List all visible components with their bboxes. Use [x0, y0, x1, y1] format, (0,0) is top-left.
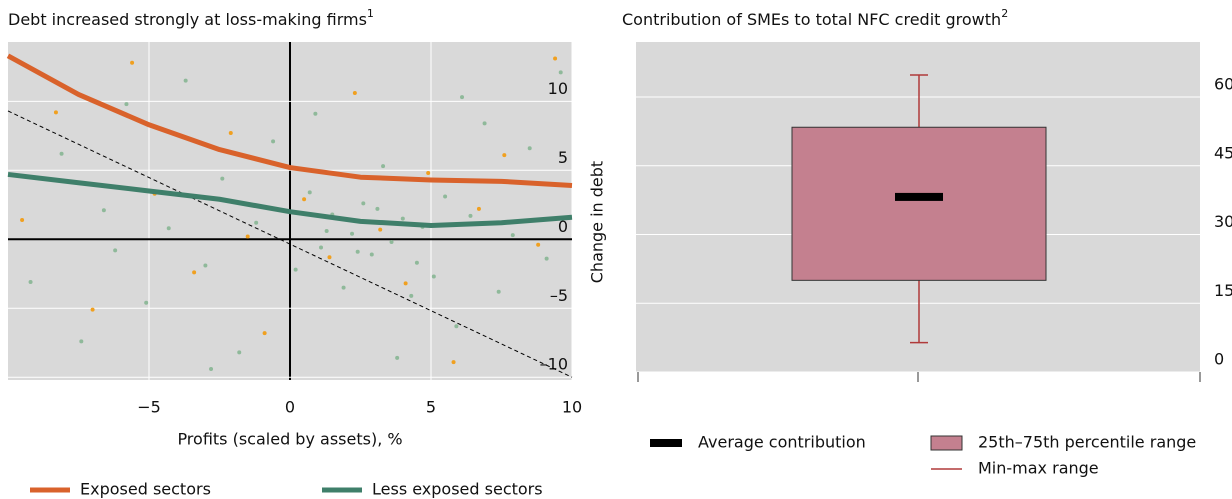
point	[271, 139, 276, 144]
point	[20, 217, 25, 222]
chart-title: Debt increased strongly at loss-making f…	[8, 7, 374, 29]
point	[482, 121, 487, 126]
point	[209, 366, 214, 371]
point	[350, 231, 355, 236]
legend-label: Average contribution	[698, 433, 866, 452]
y-tick-label: 10	[548, 79, 568, 98]
point	[395, 355, 400, 360]
point	[124, 102, 129, 107]
point	[254, 220, 259, 225]
point	[144, 300, 149, 305]
line	[7, 171, 573, 228]
title-note: 2	[1001, 7, 1008, 20]
title-note: 1	[367, 7, 374, 20]
line	[6, 53, 573, 188]
y-tick-label: –5	[550, 286, 568, 305]
point	[381, 164, 386, 169]
layer: −5 0 5 10 10 5 0 –5 –10 Exposed sectors Less expos…	[6, 42, 1232, 499]
point	[59, 151, 64, 156]
y-tick-label: 15	[1214, 281, 1232, 300]
legend-label: Exposed sectors	[80, 480, 211, 499]
point	[166, 226, 171, 231]
point	[361, 201, 366, 206]
point	[319, 245, 324, 250]
x-tick-label: 0	[285, 398, 295, 417]
point	[228, 131, 233, 136]
title-text: Debt increased strongly at loss-making f…	[8, 10, 367, 29]
point	[113, 248, 118, 253]
point	[183, 78, 188, 83]
point	[389, 240, 394, 245]
point	[237, 350, 242, 355]
legend-swatch	[930, 435, 963, 451]
point	[558, 70, 563, 75]
point	[443, 194, 448, 199]
point	[502, 153, 507, 158]
legend-label: Less exposed sectors	[372, 480, 543, 499]
point	[496, 289, 501, 294]
point	[90, 307, 95, 312]
point	[527, 146, 532, 151]
point	[352, 91, 357, 96]
point	[553, 56, 558, 61]
point	[355, 249, 360, 254]
reference-line	[7, 110, 573, 378]
point	[313, 111, 318, 116]
point	[130, 60, 135, 65]
x-axis-label: Profits (scaled by assets), %	[177, 430, 402, 449]
point	[510, 233, 515, 238]
point	[414, 260, 419, 265]
point	[400, 216, 405, 221]
point	[53, 110, 58, 115]
mean-marker	[895, 192, 943, 201]
point	[302, 197, 307, 202]
title-text: Contribution of SMEs to total NFC credit…	[622, 10, 1001, 29]
x-tick-label: −5	[137, 398, 161, 417]
point	[369, 252, 374, 257]
y-tick-label: 5	[558, 148, 568, 167]
chart-title: Contribution of SMEs to total NFC credit…	[622, 7, 1008, 29]
point	[544, 256, 549, 261]
point	[426, 171, 431, 176]
point	[79, 339, 84, 344]
point	[375, 206, 380, 211]
legend-label: 25th–75th percentile range	[978, 433, 1196, 452]
point	[536, 242, 541, 247]
point	[101, 208, 106, 213]
y-tick-label: 30	[1214, 212, 1232, 231]
point	[451, 360, 456, 365]
legend-swatch	[650, 439, 682, 447]
y-tick-label: 60	[1214, 75, 1232, 94]
point	[28, 280, 33, 285]
y-tick-label: 0	[1214, 350, 1224, 369]
point	[324, 229, 329, 234]
point	[468, 213, 473, 218]
y-tick-label: 45	[1214, 143, 1232, 162]
y-axis-label: Change in debt	[588, 161, 607, 283]
point	[262, 331, 267, 336]
x-tick-label: 5	[426, 398, 436, 417]
point	[220, 176, 225, 181]
point	[341, 285, 346, 290]
point	[307, 190, 312, 195]
point	[460, 95, 465, 100]
point	[245, 234, 250, 239]
point	[409, 293, 414, 298]
point	[454, 324, 459, 329]
point	[431, 274, 436, 279]
point	[192, 270, 197, 275]
y-tick-label: 0	[558, 217, 568, 236]
x-tick-label: 10	[562, 398, 582, 417]
point	[378, 227, 383, 232]
point	[327, 255, 332, 260]
point	[293, 267, 298, 272]
box	[791, 126, 1047, 281]
y-tick-label: –10	[540, 355, 568, 374]
point	[476, 206, 481, 211]
point	[203, 263, 208, 268]
point	[403, 281, 408, 286]
legend-label: Min-max range	[978, 459, 1099, 478]
